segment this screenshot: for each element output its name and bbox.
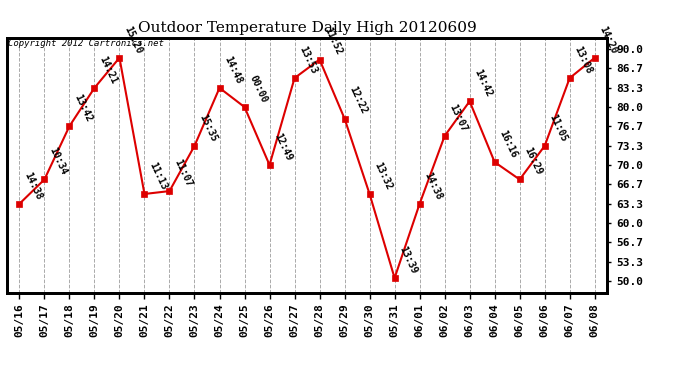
Text: 14:38: 14:38 <box>422 170 444 201</box>
Text: 13:42: 13:42 <box>72 93 94 123</box>
Text: 11:52: 11:52 <box>322 26 344 57</box>
Text: 12:49: 12:49 <box>273 131 294 162</box>
Text: 11:07: 11:07 <box>172 158 194 188</box>
Text: 00:00: 00:00 <box>247 74 269 104</box>
Text: 11:13: 11:13 <box>147 160 169 191</box>
Text: 11:05: 11:05 <box>547 112 569 143</box>
Text: 14:21: 14:21 <box>97 54 119 85</box>
Text: 14:42: 14:42 <box>473 68 494 99</box>
Text: 14:20: 14:20 <box>598 24 619 55</box>
Text: Copyright 2012 Cartronics.net: Copyright 2012 Cartronics.net <box>8 39 164 48</box>
Text: 13:08: 13:08 <box>573 45 594 75</box>
Text: 16:16: 16:16 <box>497 129 519 159</box>
Text: 16:29: 16:29 <box>522 146 544 177</box>
Text: 14:38: 14:38 <box>22 170 43 201</box>
Text: 15:35: 15:35 <box>197 112 219 143</box>
Text: 15:20: 15:20 <box>122 24 144 55</box>
Text: 13:39: 13:39 <box>397 244 419 275</box>
Text: 13:53: 13:53 <box>297 45 319 75</box>
Text: 12:22: 12:22 <box>347 85 369 116</box>
Text: 10:34: 10:34 <box>47 146 69 177</box>
Title: Outdoor Temperature Daily High 20120609: Outdoor Temperature Daily High 20120609 <box>138 21 476 35</box>
Text: 14:48: 14:48 <box>222 54 244 85</box>
Text: 13:32: 13:32 <box>373 160 394 191</box>
Text: 13:07: 13:07 <box>447 102 469 133</box>
